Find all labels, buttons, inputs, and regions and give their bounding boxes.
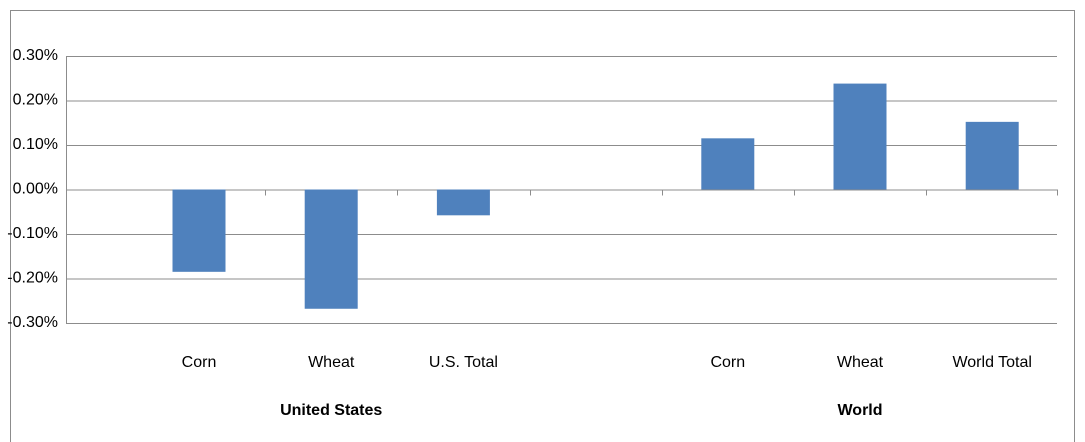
bar xyxy=(436,189,490,216)
bar xyxy=(172,189,226,272)
bar xyxy=(701,138,755,190)
chart-border xyxy=(10,10,1075,442)
y-tick-label: -0.30% xyxy=(7,314,58,331)
y-tick-label: -0.10% xyxy=(7,225,58,242)
y-tick-label: 0.00% xyxy=(13,181,58,198)
x-tick-label: Corn xyxy=(182,354,217,371)
bar xyxy=(833,83,887,190)
bar xyxy=(304,189,358,309)
x-tick-label: Wheat xyxy=(837,354,884,371)
x-tick-label: Corn xyxy=(710,354,745,371)
group-label: World xyxy=(837,402,882,419)
x-tick-label: U.S. Total xyxy=(429,354,498,371)
x-tick-label: Wheat xyxy=(308,354,355,371)
bar xyxy=(965,121,1019,190)
y-tick-label: -0.20% xyxy=(7,270,58,287)
x-tick-label: World Total xyxy=(952,354,1031,371)
y-tick-label: 0.10% xyxy=(13,136,58,153)
group-label: United States xyxy=(280,402,382,419)
y-tick-label: 0.30% xyxy=(13,47,58,64)
y-tick-label: 0.20% xyxy=(13,92,58,109)
